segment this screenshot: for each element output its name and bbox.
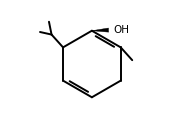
Text: OH: OH [114,25,130,35]
Polygon shape [92,28,109,32]
